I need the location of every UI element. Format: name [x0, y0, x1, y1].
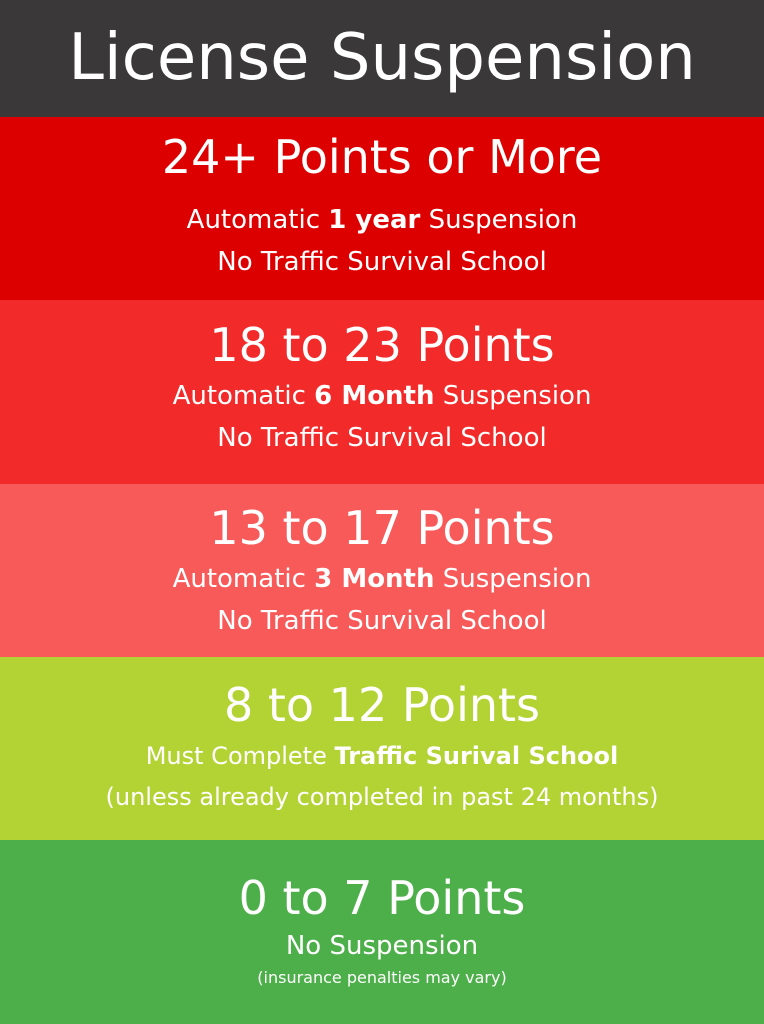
tier-24-plus: 24+ Points or More Automatic 1 year Susp…: [0, 117, 764, 300]
tier-line1: Must Complete Traffic Surival School: [145, 742, 619, 770]
tier-line2: No Traffic Survival School: [217, 423, 547, 453]
tier-heading: 8 to 12 Points: [223, 678, 541, 732]
tier-line2: No Traffic Survival School: [217, 606, 547, 636]
tier-18-23: 18 to 23 Points Automatic 6 Month Suspen…: [0, 300, 764, 484]
tier-note: (insurance penalties may vary): [257, 968, 507, 987]
tier-heading: 0 to 7 Points: [238, 871, 526, 925]
tier-line1: Automatic 3 Month Suspension: [172, 564, 592, 594]
tier-line2: No Traffic Survival School: [217, 247, 547, 277]
header: License Suspension: [0, 0, 764, 117]
tier-8-12: 8 to 12 Points Must Complete Traffic Sur…: [0, 657, 764, 840]
tier-line1: No Suspension: [285, 931, 479, 961]
tier-line2: (unless already completed in past 24 mon…: [105, 783, 659, 811]
tier-heading: 18 to 23 Points: [209, 318, 555, 372]
tier-line1: Automatic 1 year Suspension: [186, 205, 578, 235]
page-title: License Suspension: [68, 21, 696, 95]
tier-13-17: 13 to 17 Points Automatic 3 Month Suspen…: [0, 484, 764, 657]
tier-0-7: 0 to 7 Points No Suspension (insurance p…: [0, 840, 764, 1024]
tier-heading: 13 to 17 Points: [209, 501, 555, 555]
tier-heading: 24+ Points or More: [161, 130, 603, 184]
tier-line1: Automatic 6 Month Suspension: [172, 381, 592, 411]
